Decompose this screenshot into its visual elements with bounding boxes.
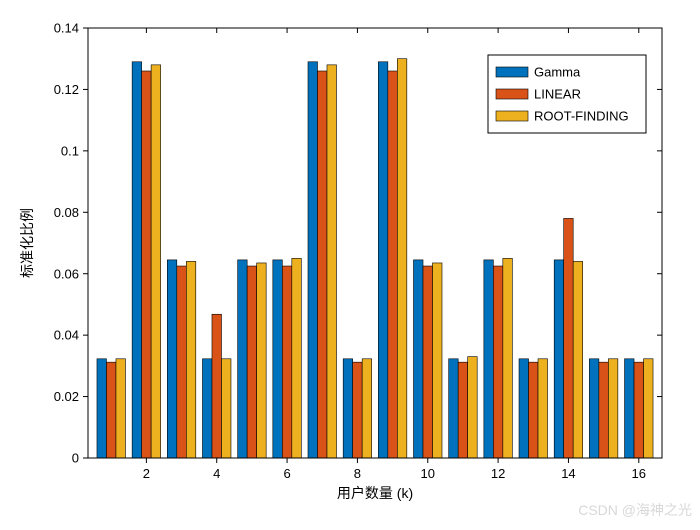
bar [554,260,563,458]
x-axis-label: 用户数量 (k) [337,485,413,501]
bar [484,260,493,458]
bar [538,359,547,458]
x-tick-label: 14 [561,466,575,481]
y-axis-label: 标准化比例 [19,208,35,278]
x-tick-label: 8 [354,466,361,481]
bar [458,362,467,458]
bar [308,62,317,458]
x-tick-label: 2 [143,466,150,481]
bar [273,260,282,458]
chart-container: 2 4 6 8 10 12 14 16 0 0.02 0.04 0.06 0.08 0.1 0.12 0.14… [0,0,700,525]
bar [468,357,477,458]
x-tick-label: 6 [283,466,290,481]
bar [247,266,256,458]
bar [634,362,643,458]
y-tick-label: 0.02 [54,389,79,404]
bar [186,261,195,458]
bar [414,260,423,458]
bar [238,260,247,458]
y-tick-label: 0.14 [54,21,79,36]
legend-swatch [496,89,528,99]
legend-label: LINEAR [534,87,581,102]
bar [106,362,115,458]
bar [625,359,634,458]
bar [529,362,538,458]
bar [353,362,362,458]
bar [564,218,573,458]
legend-swatch [496,111,528,121]
bar [644,359,653,458]
bar [599,362,608,458]
bar [202,359,211,458]
x-tick-label: 4 [213,466,220,481]
bar [449,359,458,458]
legend-swatch [496,67,528,77]
x-tick-label: 12 [491,466,505,481]
bar [493,266,502,458]
bar [608,359,617,458]
watermark-text: CSDN @海神之光 [578,500,692,520]
bar [433,263,442,458]
bar [388,71,397,458]
y-tick-label: 0 [72,451,79,466]
legend-label: ROOT-FINDING [534,109,629,124]
y-tick-label: 0.08 [54,205,79,220]
bar [589,359,598,458]
bar [327,65,336,458]
bar [378,62,387,458]
bar [132,62,141,458]
bar [343,359,352,458]
bar [503,258,512,458]
bar [97,359,106,458]
bar [257,263,266,458]
bar [142,71,151,458]
bar [397,59,406,458]
y-tick-label: 0.06 [54,266,79,281]
legend-label: Gamma [534,65,581,80]
bar-chart: 2 4 6 8 10 12 14 16 0 0.02 0.04 0.06 0.08 0.1 0.12 0.14… [0,0,700,525]
bar [292,258,301,458]
x-tick-label: 16 [632,466,646,481]
bar [519,359,528,458]
bar [282,266,291,458]
bar [116,359,125,458]
bar [221,359,230,458]
bar [177,266,186,458]
bar [423,266,432,458]
bar [573,261,582,458]
bar [167,260,176,458]
x-tick-label: 10 [421,466,435,481]
bar [362,359,371,458]
bar [151,65,160,458]
y-tick-label: 0.04 [54,328,79,343]
y-tick-label: 0.1 [61,143,79,158]
y-tick-label: 0.12 [54,82,79,97]
bar [212,314,221,458]
bar [317,71,326,458]
